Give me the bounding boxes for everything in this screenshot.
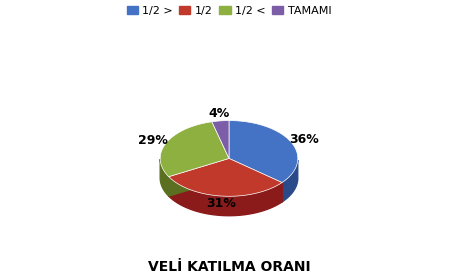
Polygon shape: [229, 158, 282, 202]
Polygon shape: [160, 159, 169, 196]
Polygon shape: [169, 158, 229, 196]
Text: 29%: 29%: [138, 134, 168, 147]
Legend: 1/2 >, 1/2, 1/2 <, TAMAMI: 1/2 >, 1/2, 1/2 <, TAMAMI: [122, 1, 336, 20]
Polygon shape: [169, 158, 282, 196]
Polygon shape: [169, 177, 282, 216]
Polygon shape: [229, 158, 282, 202]
Polygon shape: [212, 121, 229, 158]
Text: 36%: 36%: [289, 132, 319, 146]
Polygon shape: [282, 160, 298, 202]
Text: 31%: 31%: [206, 197, 236, 210]
Text: 4%: 4%: [208, 107, 229, 120]
Polygon shape: [169, 158, 229, 196]
Polygon shape: [229, 121, 298, 182]
Polygon shape: [160, 122, 229, 177]
Text: VELİ KATILMA ORANI: VELİ KATILMA ORANI: [147, 261, 311, 274]
